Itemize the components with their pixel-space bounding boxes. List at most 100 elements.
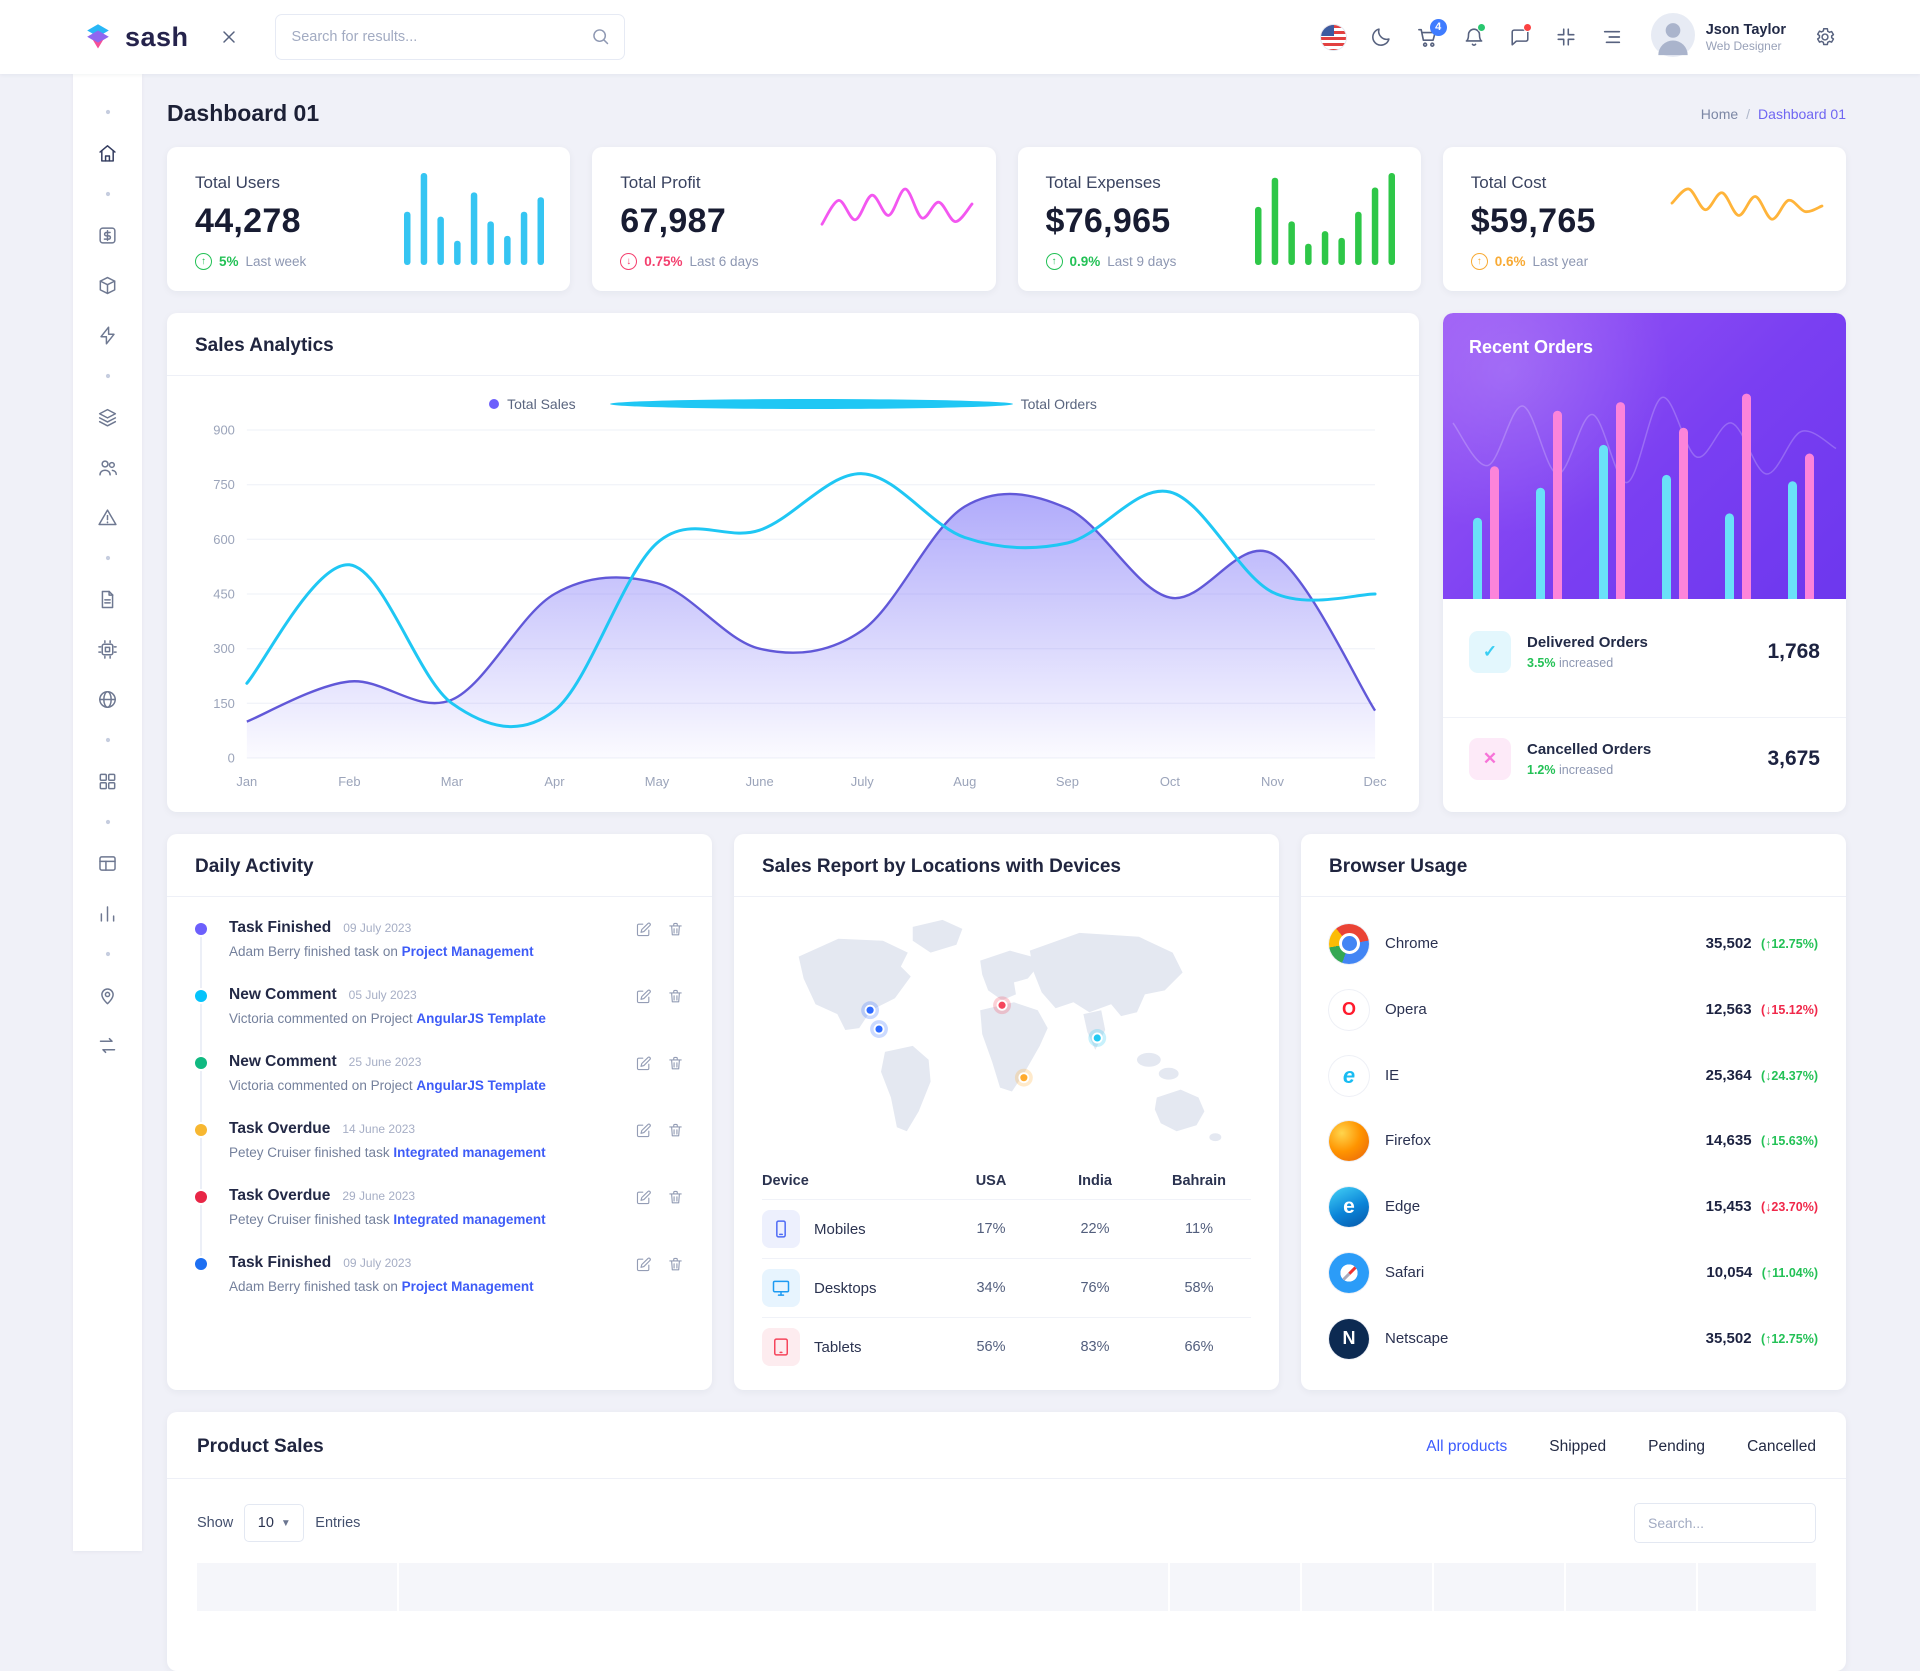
delete-icon[interactable] [667, 988, 684, 1005]
activity-description: Adam Berry finished task on Project Mana… [229, 944, 684, 959]
activity-item: Task Finished 09 July 2023 Adam Berry fi… [195, 919, 684, 986]
left-sidebar [73, 74, 142, 1551]
table-row: Desktops 34% 76% 58% [762, 1258, 1251, 1317]
delete-icon[interactable] [667, 1256, 684, 1273]
order-stat-value: 1,768 [1767, 640, 1820, 664]
activity-link[interactable]: Integrated management [393, 1145, 545, 1160]
svg-text:450: 450 [213, 586, 235, 601]
flow-icon [97, 1035, 118, 1056]
browser-value: 15,453 [1706, 1198, 1752, 1215]
product-filter-tab[interactable]: All products [1426, 1438, 1507, 1456]
trend-arrow-icon: ↑ [1471, 253, 1488, 270]
svg-text:Aug: Aug [953, 774, 976, 789]
activity-link[interactable]: AngularJS Template [416, 1078, 546, 1093]
svg-text:300: 300 [213, 641, 235, 656]
table-row: Mobiles 17% 22% 11% [762, 1199, 1251, 1258]
browser-delta: (↓24.37%) [1761, 1069, 1818, 1083]
table-row: Tablets 56% 83% 66% [762, 1317, 1251, 1376]
search-icon[interactable] [590, 26, 611, 52]
search-input[interactable] [275, 14, 625, 60]
sidebar-item[interactable] [73, 492, 142, 542]
product-filter-tab[interactable]: Pending [1648, 1438, 1705, 1456]
sidebar-item[interactable] [73, 838, 142, 888]
table-header-cell [1698, 1563, 1816, 1611]
order-stat-label: Cancelled Orders [1527, 741, 1651, 758]
sidebar-item[interactable] [73, 674, 142, 724]
activity-item: Task Finished 09 July 2023 Adam Berry fi… [195, 1254, 684, 1321]
stat-sparkline [1672, 183, 1822, 261]
top-header: sash 4 [0, 0, 1920, 74]
delete-icon[interactable] [667, 1189, 684, 1206]
sidebar-close-icon[interactable] [219, 27, 239, 47]
sidebar-item[interactable] [73, 624, 142, 674]
entries-select[interactable]: 10▼ [244, 1504, 304, 1542]
product-filter-tab[interactable]: Cancelled [1747, 1438, 1816, 1456]
delete-icon[interactable] [667, 1055, 684, 1072]
activity-link[interactable]: Project Management [402, 944, 534, 959]
fullscreen-icon[interactable] [1555, 26, 1577, 48]
edit-icon[interactable] [635, 1122, 652, 1139]
language-flag-icon[interactable] [1321, 25, 1346, 50]
section-dot [104, 818, 112, 826]
order-stat-label: Delivered Orders [1527, 634, 1648, 651]
sidebar-item[interactable] [73, 442, 142, 492]
device-sales-table: Device USA India Bahrain [734, 1161, 1279, 1390]
device-name: Desktops [814, 1280, 877, 1297]
sidebar-item[interactable] [73, 574, 142, 624]
messages-icon[interactable] [1509, 26, 1531, 48]
app-logo[interactable]: sash [80, 17, 189, 58]
svg-text:Jan: Jan [236, 774, 257, 789]
breadcrumb-home[interactable]: Home [1701, 106, 1738, 122]
activity-title: Task Overdue [229, 1187, 330, 1205]
logo-text: sash [125, 22, 189, 53]
edit-icon[interactable] [635, 988, 652, 1005]
sidebar-item[interactable] [73, 1020, 142, 1070]
notifications-bell-icon[interactable] [1463, 26, 1485, 48]
browser-delta: (↑11.04%) [1762, 1266, 1818, 1280]
edit-icon[interactable] [635, 1256, 652, 1273]
activity-link[interactable]: AngularJS Template [416, 1011, 546, 1026]
stat-delta-pct: 0.6% [1495, 254, 1526, 269]
edit-icon[interactable] [635, 1189, 652, 1206]
breadcrumb-current: Dashboard 01 [1758, 106, 1846, 122]
legend-dot-sales [489, 399, 499, 409]
sidebar-item[interactable] [73, 210, 142, 260]
activity-link[interactable]: Integrated management [393, 1212, 545, 1227]
activity-description: Victoria commented on Project AngularJS … [229, 1078, 684, 1093]
daily-activity-card: Daily Activity Task Finished 09 July 202… [167, 834, 712, 1390]
edit-icon[interactable] [635, 921, 652, 938]
activity-item: Task Overdue 14 June 2023 Petey Cruiser … [195, 1120, 684, 1187]
product-filter-tab[interactable]: Shipped [1549, 1438, 1606, 1456]
cart-icon[interactable]: 4 [1416, 26, 1439, 49]
svg-text:750: 750 [213, 477, 235, 492]
sidebar-item[interactable] [73, 260, 142, 310]
edit-icon[interactable] [635, 1055, 652, 1072]
sidebar-item[interactable] [73, 970, 142, 1020]
browser-value: 12,563 [1706, 1001, 1752, 1018]
dark-mode-moon-icon[interactable] [1370, 26, 1392, 48]
sidebar-item[interactable] [73, 888, 142, 938]
cart-badge: 4 [1430, 19, 1447, 36]
sidebar-item[interactable] [73, 310, 142, 360]
browser-name: Safari [1385, 1264, 1424, 1281]
user-menu[interactable]: Json Taylor Web Designer [1651, 13, 1786, 62]
sidebar-item[interactable] [73, 756, 142, 806]
card-title: Recent Orders [1469, 337, 1593, 358]
sidebar-item [73, 96, 142, 128]
device-icon [762, 1269, 800, 1307]
activity-link[interactable]: Project Management [402, 1279, 534, 1294]
order-status-icon: ✓ [1469, 631, 1511, 673]
svg-text:Oct: Oct [1160, 774, 1181, 789]
table-search-input[interactable] [1634, 1503, 1816, 1543]
sidebar-item[interactable] [73, 128, 142, 178]
browser-row: Opera 12,563 (↓15.12%) [1329, 981, 1818, 1039]
browser-delta: (↓15.12%) [1761, 1003, 1818, 1017]
right-sidebar-toggle-icon[interactable] [1601, 26, 1623, 48]
delete-icon[interactable] [667, 921, 684, 938]
settings-gear-icon[interactable] [1814, 26, 1836, 48]
sidebar-item[interactable] [73, 392, 142, 442]
delete-icon[interactable] [667, 1122, 684, 1139]
entries-label: Entries [315, 1515, 360, 1531]
chart-icon [97, 903, 118, 924]
